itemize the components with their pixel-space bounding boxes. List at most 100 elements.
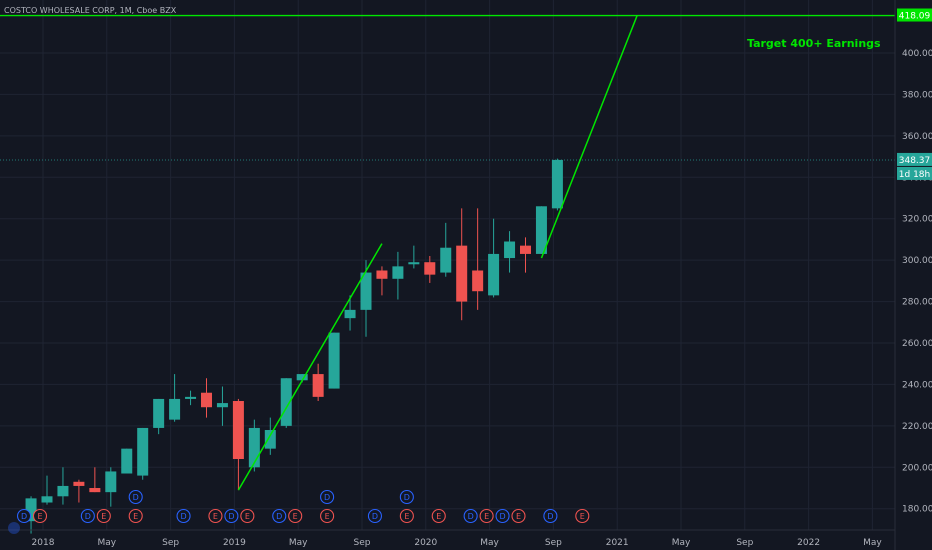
- marker-label: D: [276, 512, 282, 521]
- candle[interactable]: [169, 374, 181, 422]
- marker-label: D: [21, 512, 27, 521]
- candle[interactable]: [344, 295, 356, 331]
- candle[interactable]: [440, 222, 452, 277]
- time-axis[interactable]: 2018 May Sep 2019 May Sep 2020 May Sep 2021 May Sep…: [0, 522, 895, 548]
- candle[interactable]: [153, 398, 165, 435]
- candle[interactable]: [392, 251, 404, 300]
- candle-body: [344, 309, 356, 319]
- dividend-marker[interactable]: D: [463, 508, 478, 524]
- y-tick-label: 240.00: [902, 380, 932, 390]
- candle[interactable]: [535, 206, 547, 254]
- candle[interactable]: [488, 218, 500, 298]
- candle-body: [201, 392, 212, 408]
- earnings-marker[interactable]: E: [479, 508, 494, 524]
- candle[interactable]: [312, 363, 324, 402]
- earnings-marker[interactable]: E: [511, 508, 526, 524]
- candle-body: [41, 496, 53, 503]
- marker-circle: [16, 508, 32, 524]
- candle[interactable]: [504, 231, 516, 273]
- candle-body: [89, 488, 101, 493]
- candle-body: [424, 262, 436, 275]
- candle[interactable]: [424, 255, 436, 283]
- candle-body: [169, 398, 181, 420]
- candle[interactable]: [408, 245, 420, 269]
- dividend-marker[interactable]: D: [495, 508, 510, 524]
- candle[interactable]: [376, 266, 388, 296]
- candle[interactable]: [201, 378, 212, 418]
- candle-body: [264, 430, 276, 449]
- earnings-marker[interactable]: E: [32, 508, 48, 524]
- trend-line[interactable]: [237, 243, 383, 491]
- marker-circle: [128, 508, 143, 524]
- dividend-marker[interactable]: D: [176, 508, 191, 524]
- earnings-marker[interactable]: E: [320, 508, 335, 524]
- earnings-marker[interactable]: E: [208, 508, 223, 524]
- marker-label: E: [484, 512, 489, 521]
- price-tag-text: 348.37: [899, 156, 931, 166]
- candle[interactable]: [472, 208, 484, 310]
- marker-circle: [543, 508, 558, 524]
- candle[interactable]: [41, 475, 53, 505]
- dividend-marker[interactable]: D: [80, 508, 95, 524]
- marker-circle: [272, 508, 287, 524]
- y-tick-label: 220.00: [902, 422, 932, 432]
- candle[interactable]: [25, 496, 37, 534]
- trend-line[interactable]: [540, 15, 638, 259]
- dividend-marker[interactable]: D: [320, 489, 335, 505]
- x-tick-label: May: [97, 538, 116, 548]
- marker-circle: [80, 508, 95, 524]
- marker-label: D: [180, 512, 186, 521]
- earnings-marker[interactable]: E: [96, 508, 111, 524]
- y-tick-label: 400.00: [902, 49, 932, 59]
- horizontal-lines: [0, 14, 895, 161]
- dividend-marker[interactable]: D: [224, 508, 239, 524]
- chart-title: COSTCO WHOLESALE CORP, 1M, Cboe BZX: [4, 6, 177, 15]
- candle[interactable]: [551, 158, 563, 211]
- dividend-marker[interactable]: D: [399, 489, 414, 505]
- earnings-marker[interactable]: E: [575, 508, 590, 524]
- earnings-marker[interactable]: E: [240, 508, 255, 524]
- dividend-marker[interactable]: D: [367, 508, 383, 524]
- marker-circle: [367, 508, 383, 524]
- x-tick-label: May: [480, 538, 499, 548]
- marker-label: E: [293, 512, 298, 521]
- candle[interactable]: [105, 467, 117, 507]
- x-tick-label: May: [672, 538, 691, 548]
- candle[interactable]: [185, 390, 197, 406]
- candle[interactable]: [89, 467, 101, 493]
- candle[interactable]: [520, 237, 531, 273]
- dividend-marker[interactable]: D: [543, 508, 558, 524]
- dividend-marker[interactable]: D: [16, 508, 32, 524]
- candle-body: [216, 403, 228, 408]
- candle[interactable]: [456, 208, 468, 321]
- candle[interactable]: [57, 467, 69, 505]
- candle[interactable]: [232, 398, 244, 491]
- candle-body: [535, 206, 547, 254]
- candle[interactable]: [216, 386, 228, 426]
- marker-label: D: [372, 512, 378, 521]
- candle[interactable]: [328, 332, 340, 389]
- earnings-marker[interactable]: E: [399, 508, 414, 524]
- marker-label: E: [325, 512, 330, 521]
- dividend-marker[interactable]: D: [272, 508, 287, 524]
- candle[interactable]: [360, 260, 372, 337]
- event-markers: D E D E D E D E D E D E D E D E D E D E D E D E: [16, 489, 590, 524]
- marker-circle: [479, 508, 494, 524]
- candle[interactable]: [137, 427, 149, 480]
- marker-label: E: [213, 512, 218, 521]
- candle[interactable]: [73, 479, 85, 503]
- price-tag: 1d 18h: [897, 166, 932, 180]
- candle-body: [520, 245, 531, 254]
- dividend-marker[interactable]: D: [128, 489, 143, 505]
- earnings-marker[interactable]: E: [128, 508, 143, 524]
- marker-label: D: [133, 493, 139, 502]
- candle[interactable]: [280, 378, 292, 428]
- y-tick-label: 300.00: [902, 256, 932, 266]
- y-tick-label: 180.00: [902, 505, 932, 515]
- earnings-marker[interactable]: E: [431, 508, 446, 524]
- y-tick-label: 280.00: [902, 298, 932, 308]
- earnings-marker[interactable]: E: [288, 508, 303, 524]
- marker-circle: [320, 508, 335, 524]
- candle[interactable]: [121, 448, 133, 474]
